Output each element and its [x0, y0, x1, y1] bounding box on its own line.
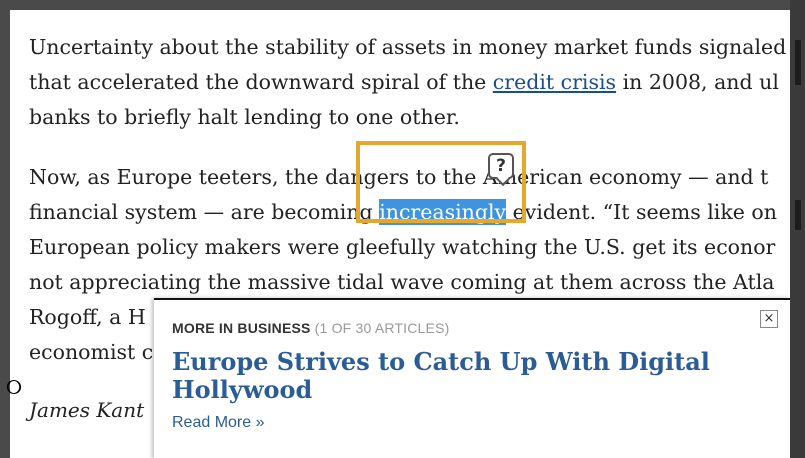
scrollbar-mark: [795, 40, 801, 85]
more-in-section-popup: MORE IN BUSINESS (1 OF 30 ARTICLES) × Eu…: [154, 298, 790, 458]
credit-crisis-link[interactable]: credit crisis: [492, 70, 617, 94]
popup-headline-link[interactable]: Europe Strives to Catch Up With Digital …: [172, 347, 710, 404]
question-mark-icon[interactable]: ?: [488, 153, 514, 179]
article-text: evident. “It seems like on: [506, 200, 777, 224]
article-text-line: not appreciating the massive tidal wave …: [29, 270, 775, 294]
article-text: financial system — are becoming: [29, 200, 380, 224]
article-text: in 2008, and ul: [616, 70, 779, 94]
read-more-link[interactable]: Read More »: [172, 414, 265, 431]
article-text-line: that accelerated the downward spiral of …: [29, 65, 790, 100]
section-label: MORE IN BUSINESS (1 OF 30 ARTICLES): [172, 320, 450, 336]
article-text-line: Uncertainty about the stability of asset…: [29, 35, 787, 59]
article-text-line: banks to briefly halt lending to one oth…: [29, 105, 460, 129]
close-icon[interactable]: ×: [760, 310, 778, 328]
mouse-cursor-icon: ୦: [6, 375, 22, 400]
article-text-line: economist c: [29, 340, 154, 364]
section-name: MORE IN BUSINESS: [172, 320, 311, 336]
scrollbar-mark: [795, 200, 801, 230]
scrollbar[interactable]: [790, 0, 805, 458]
word-lookup-focus-box: [356, 141, 526, 223]
article-text-line: Now, as Europe teeters, the dangers to t…: [29, 165, 769, 189]
article-count: (1 OF 30 ARTICLES): [314, 320, 450, 336]
paragraph-1: Uncertainty about the stability of asset…: [29, 30, 790, 135]
article-page: Uncertainty about the stability of asset…: [10, 10, 790, 458]
article-text-line: Rogoff, a H: [29, 305, 146, 329]
byline: James Kant: [29, 398, 145, 422]
article-text-line: European policy makers were gleefully wa…: [29, 235, 776, 259]
article-text: that accelerated the downward spiral of …: [29, 70, 493, 94]
